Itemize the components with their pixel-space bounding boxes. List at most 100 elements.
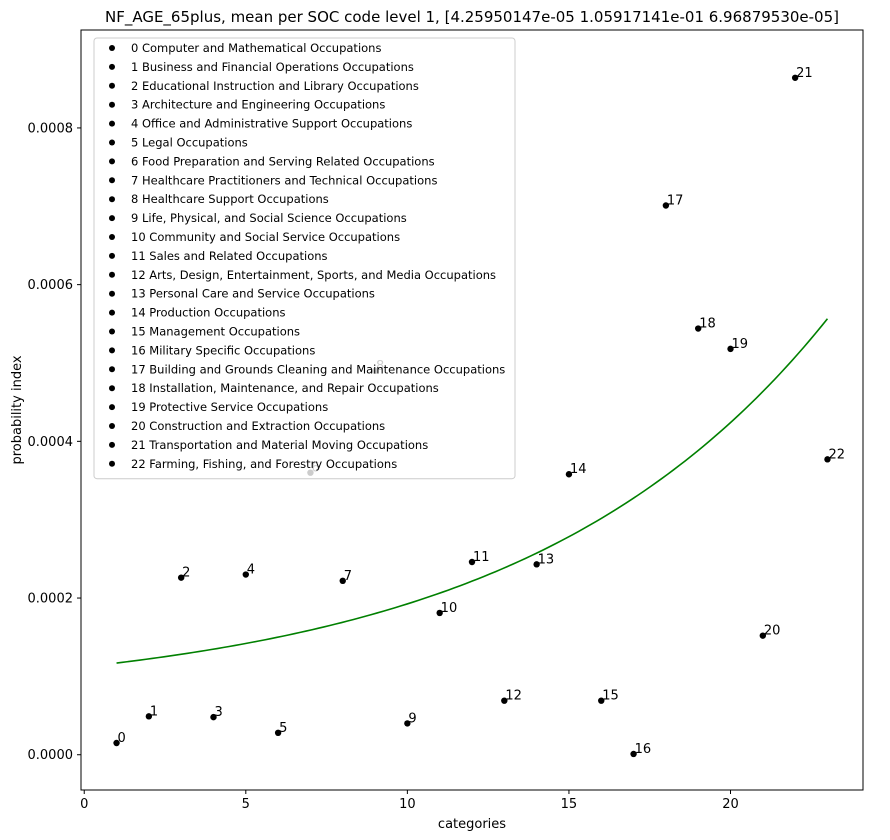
legend-entry-9: 9 Life, Physical, and Social Science Occ… — [131, 211, 407, 225]
legend-marker — [109, 423, 115, 429]
legend-marker — [109, 196, 115, 203]
legend-marker — [109, 234, 115, 240]
legend-marker — [109, 252, 115, 259]
data-point-9 — [404, 720, 411, 727]
point-label-20: 20 — [764, 624, 781, 639]
legend-entry-4: 4 Office and Administrative Support Occu… — [131, 117, 412, 131]
data-point-18 — [694, 325, 702, 332]
legend-entry-5: 5 Legal Occupations — [131, 136, 248, 150]
legend-entry-21: 21 Transportation and Material Moving Oc… — [131, 438, 428, 452]
data-point-19 — [727, 345, 734, 353]
legend-marker — [109, 385, 115, 392]
y-tick-label: 0.0000 — [28, 748, 74, 763]
fit-curve-layer — [116, 318, 829, 664]
data-point-16 — [630, 750, 637, 758]
data-point-2 — [177, 574, 185, 581]
legend-entry-0: 0 Computer and Mathematical Occupations — [131, 41, 381, 55]
legend-entry-19: 19 Protective Service Occupations — [131, 400, 328, 414]
legend-marker — [109, 309, 115, 316]
x-axis-label: categories — [438, 817, 506, 832]
legend-entry-14: 14 Production Occupations — [131, 306, 285, 320]
x-tick-label: 0 — [80, 797, 88, 812]
y-tick-label: 0.0002 — [28, 592, 74, 607]
chart-title: NF_AGE_65plus, mean per SOC code level 1… — [105, 8, 839, 27]
legend-marker — [109, 177, 115, 184]
legend-entry-8: 8 Healthcare Support Occupations — [131, 192, 329, 206]
legend-entry-13: 13 Personal Care and Service Occupations — [131, 287, 375, 301]
legend-entry-17: 17 Building and Grounds Cleaning and Mai… — [131, 362, 505, 376]
data-point-15 — [598, 697, 605, 704]
point-label-14: 14 — [570, 462, 587, 477]
point-label-18: 18 — [699, 317, 716, 332]
point-label-5: 5 — [279, 721, 287, 736]
legend-entry-3: 3 Architecture and Engineering Occupatio… — [131, 98, 385, 112]
legend-marker — [109, 215, 115, 222]
point-label-1: 1 — [150, 704, 158, 719]
data-point-13 — [533, 561, 540, 568]
point-label-17: 17 — [667, 194, 684, 209]
data-point-11 — [468, 558, 476, 566]
legend-marker — [109, 460, 115, 467]
data-point-1 — [145, 713, 153, 720]
legend-entry-11: 11 Sales and Related Occupations — [131, 249, 328, 263]
data-point-20 — [759, 632, 767, 639]
point-label-12: 12 — [505, 689, 522, 704]
x-tick-label: 10 — [399, 797, 416, 812]
point-label-19: 19 — [732, 337, 749, 352]
point-label-16: 16 — [635, 742, 652, 757]
data-point-21 — [791, 74, 799, 81]
data-point-10 — [436, 609, 443, 617]
legend-entry-12: 12 Arts, Design, Entertainment, Sports, … — [131, 268, 496, 282]
legend-entry-18: 18 Installation, Maintenance, and Repair… — [131, 381, 439, 395]
y-tick-label: 0.0008 — [28, 121, 74, 136]
legend-entry-6: 6 Food Preparation and Serving Related O… — [131, 154, 435, 168]
point-label-11: 11 — [473, 550, 490, 565]
legend-marker — [109, 271, 115, 278]
point-label-2: 2 — [182, 566, 190, 581]
point-label-0: 0 — [118, 731, 126, 746]
legend-entry-16: 16 Military Specific Occupations — [131, 343, 315, 357]
data-point-7 — [339, 577, 346, 585]
data-point-5 — [274, 729, 282, 737]
points-layer: 012345678910111213141516171819202122 — [113, 66, 845, 758]
legend-marker — [109, 139, 115, 146]
legend-marker — [109, 290, 115, 297]
data-point-0 — [113, 739, 120, 747]
legend-marker — [109, 347, 115, 354]
data-point-12 — [501, 697, 508, 704]
plot-frame — [80, 29, 864, 791]
legend-entry-10: 10 Community and Social Service Occupati… — [131, 230, 400, 244]
legend-entry-1: 1 Business and Financial Operations Occu… — [131, 60, 414, 74]
legend-marker — [109, 158, 115, 165]
legend-entry-22: 22 Farming, Fishing, and Forestry Occupa… — [131, 457, 397, 471]
x-tick-label: 5 — [242, 797, 250, 812]
point-label-9: 9 — [408, 711, 416, 726]
data-point-4 — [242, 571, 250, 578]
data-point-17 — [662, 202, 670, 209]
legend: 0 Computer and Mathematical Occupations 1… — [93, 37, 516, 480]
legend-marker — [109, 328, 115, 335]
legend-entry-20: 20 Construction and Extraction Occupatio… — [131, 419, 385, 433]
legend-marker — [109, 82, 115, 89]
legend-marker — [109, 101, 115, 108]
fit-curve — [116, 318, 829, 664]
data-point-22 — [824, 456, 831, 463]
legend-marker — [109, 120, 115, 127]
point-label-7: 7 — [344, 569, 352, 584]
y-axis-label: probability index — [10, 355, 25, 464]
legend-marker — [109, 63, 115, 70]
point-label-10: 10 — [441, 601, 458, 616]
point-label-3: 3 — [214, 705, 222, 720]
legend-marker — [109, 404, 115, 411]
y-tick-label: 0.0004 — [28, 435, 74, 450]
y-tick-label: 0.0006 — [28, 278, 74, 293]
legend-marker — [109, 45, 115, 51]
legend-marker — [109, 441, 115, 448]
data-point-14 — [565, 471, 573, 478]
point-label-13: 13 — [538, 552, 555, 567]
x-tick-label: 20 — [722, 797, 739, 812]
point-label-4: 4 — [247, 563, 255, 578]
legend-entry-2: 2 Educational Instruction and Library Oc… — [131, 79, 419, 93]
